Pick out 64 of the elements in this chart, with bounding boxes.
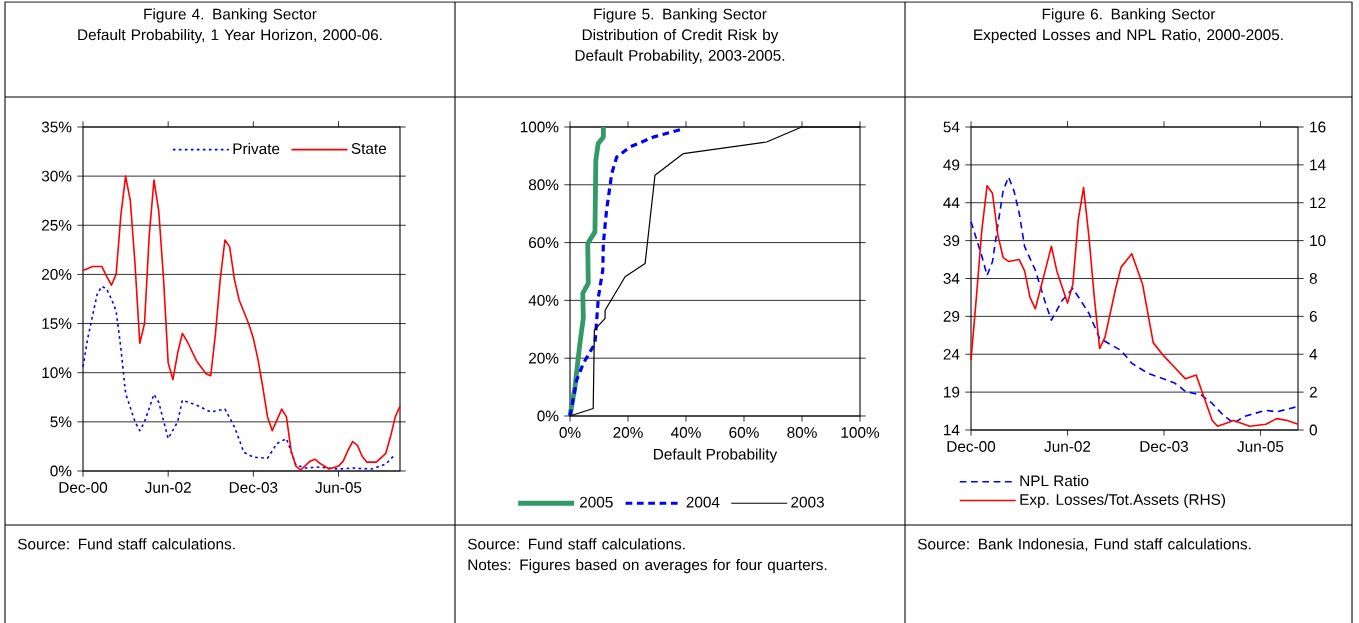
y2-tick-label: 0 [1309, 424, 1317, 436]
source-note: Source: Fund staff calculations. [17, 538, 235, 550]
y-tick-label: 0% [50, 465, 72, 477]
y-tick-label: 20% [42, 268, 72, 280]
x-tick-label: Jun-02 [1044, 441, 1091, 452]
source-note: Source: Bank Indonesia, Fund staff calculations. [917, 538, 1251, 552]
chart-title: Figure 5. Banking Sector [594, 8, 767, 23]
x-tick-label: Dec-00 [947, 441, 996, 452]
y-tick-label: 54 [943, 121, 960, 133]
legend-label: Private [233, 142, 280, 155]
y-tick-label: 60% [529, 237, 559, 249]
source-note: Source: Fund staff calculations. [467, 538, 685, 550]
legend-label: 2004 [686, 496, 720, 508]
x-tick-label: Dec-03 [1140, 441, 1189, 452]
y2-tick-label: 2 [1309, 386, 1317, 398]
y-tick-label: 39 [943, 235, 960, 247]
y-tick-label: 29 [943, 310, 960, 322]
y-tick-label: 100% [520, 121, 559, 133]
chart-title: Figure 6. Banking Sector [1042, 8, 1216, 23]
y-tick-label: 24 [943, 348, 960, 360]
y-tick-label: 40% [528, 294, 559, 306]
y-tick-label: 30% [41, 170, 72, 182]
x-tick-label: Jun-05 [1237, 441, 1284, 452]
y-tick-label: 35% [41, 121, 72, 133]
x-tick-label: 40% [671, 427, 701, 438]
y-tick-label: 0% [537, 410, 559, 422]
chart-subtitle: Expected Losses and NPL Ratio, 2000-2005. [974, 28, 1283, 44]
text: Notes: Figures based on averages for four quarters. [468, 558, 827, 574]
x-tick-label: 80% [787, 427, 817, 438]
x-tick-label: Jun-02 [144, 482, 191, 493]
chart-subtitle: Default Probability, 1 Year Horizon, 2000-06. [78, 28, 382, 44]
chart-title: Figure 4. Banking Sector [144, 8, 317, 23]
x-axis-title: Default Probability [654, 448, 778, 463]
legend-label: State [351, 143, 387, 154]
y-tick-label: 5% [50, 416, 72, 428]
x-tick-label: Dec-03 [229, 482, 278, 493]
legend-label: 2003 [791, 496, 824, 508]
y-tick-label: 14 [944, 424, 960, 436]
y-tick-label: 34 [943, 273, 960, 284]
y2-tick-label: 4 [1309, 348, 1318, 360]
legend-label: 2005 [579, 496, 613, 508]
x-tick-label: 20% [613, 427, 643, 438]
y-tick-label: 44 [943, 197, 960, 209]
y-tick-label: 10% [42, 367, 72, 379]
legend-label: NPL Ratio [1020, 474, 1089, 487]
y2-tick-label: 10 [1310, 235, 1326, 247]
x-tick-label: 0% [559, 427, 581, 438]
y2-tick-label: 12 [1310, 197, 1326, 209]
chart-subtitle: Distribution of Credit Risk by Default Probability, 2003-2005. [575, 28, 785, 64]
y-tick-label: 15% [42, 318, 72, 329]
y2-tick-label: 8 [1309, 273, 1317, 284]
y-tick-label: 25% [42, 219, 72, 231]
y2-tick-label: 16 [1310, 121, 1326, 133]
x-tick-label: Dec-00 [59, 482, 108, 493]
y-tick-label: 80% [528, 179, 559, 191]
y-tick-label: 49 [943, 159, 960, 171]
legend-label: Exp. Losses/Tot.Assets (RHS) [1020, 493, 1226, 509]
x-tick-label: Jun-05 [315, 482, 362, 493]
y-tick-label: 19 [944, 386, 960, 398]
x-tick-label: 100% [841, 427, 880, 438]
y2-tick-label: 6 [1309, 310, 1317, 322]
x-tick-label: 60% [729, 427, 759, 438]
y-tick-label: 20% [529, 352, 559, 364]
y2-tick-label: 14 [1310, 159, 1326, 171]
